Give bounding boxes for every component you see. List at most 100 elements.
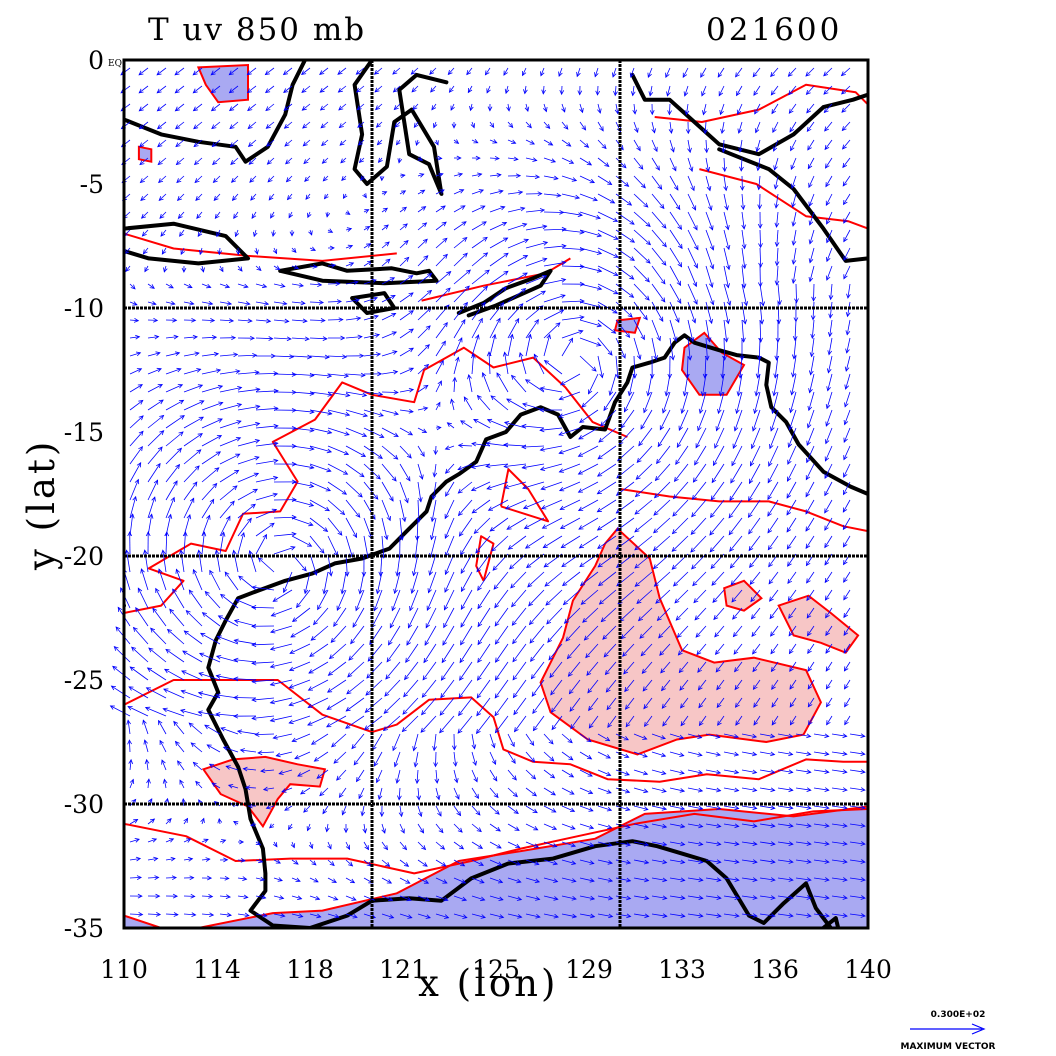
wind-vector-head: [386, 657, 392, 663]
wind-vector-head: [223, 857, 229, 863]
wind-vector-head: [220, 727, 226, 732]
wind-vector-head: [138, 415, 144, 421]
wind-vector-head: [492, 139, 498, 144]
wind-vector: [326, 697, 347, 710]
wind-vector: [266, 805, 275, 809]
wind-vector-head: [335, 281, 341, 287]
wind-vector-head: [237, 386, 243, 391]
wind-vector: [525, 733, 535, 746]
wind-vector: [551, 697, 563, 713]
wind-vector-head: [229, 500, 235, 506]
wind-vector-head: [444, 587, 449, 593]
wind-vector-head: [698, 720, 704, 727]
wind-vector: [494, 697, 509, 716]
wind-vector-head: [356, 776, 361, 783]
wind-vector: [165, 431, 184, 447]
wind-vector-head: [772, 391, 777, 397]
wind-vector: [786, 535, 797, 550]
wind-vector: [399, 463, 411, 482]
wind-vector: [633, 733, 647, 740]
wind-vector: [740, 157, 743, 171]
wind-vector-head: [640, 334, 645, 341]
wind-vector-head: [768, 579, 774, 585]
wind-vector: [255, 265, 262, 271]
wind-vector: [659, 409, 671, 430]
wind-vector: [129, 462, 142, 483]
wind-vector-head: [565, 636, 571, 642]
wind-vector: [139, 157, 149, 165]
wind-vector-head: [331, 878, 337, 883]
wind-vector: [579, 283, 602, 290]
wind-vector-head: [284, 141, 290, 147]
wind-vector: [399, 859, 409, 867]
wind-vector-head: [349, 878, 356, 884]
wind-vector-head: [233, 619, 240, 624]
wind-vector-head: [290, 843, 296, 849]
wind-vector-head: [307, 686, 314, 691]
wind-vector-head: [787, 71, 793, 77]
wind-vector-head: [404, 256, 410, 262]
wind-vector: [384, 679, 401, 697]
y-tick-label: -15: [64, 418, 104, 447]
wind-vector: [588, 697, 599, 711]
wind-vector: [165, 480, 178, 501]
wind-vector-head: [150, 627, 156, 633]
wind-vector-head: [243, 283, 249, 289]
wind-vector-head: [752, 877, 758, 882]
wind-vector-head: [729, 495, 735, 502]
wind-vector: [129, 496, 137, 519]
wind-vector-head: [737, 128, 743, 134]
wind-vector-head: [225, 765, 231, 770]
wind-vector: [511, 375, 527, 393]
wind-vector: [393, 85, 401, 93]
wind-vector: [471, 334, 479, 357]
wind-vector-head: [446, 271, 452, 276]
wind-vector-head: [607, 180, 613, 185]
wind-vector: [399, 913, 412, 919]
wind-vector-head: [404, 675, 409, 681]
wind-vector-head: [230, 160, 236, 166]
wind-vector-head: [725, 264, 731, 271]
wind-vector-head: [551, 808, 557, 813]
wind-vector: [444, 517, 455, 539]
wind-vector-head: [769, 733, 776, 739]
wind-vector: [753, 679, 761, 690]
wind-vector: [795, 877, 811, 881]
wind-vector: [309, 517, 328, 532]
y-tick-label: -25: [64, 666, 104, 695]
wind-vector-head: [806, 895, 812, 900]
wind-vector: [321, 139, 329, 146]
wind-vector-head: [272, 597, 278, 602]
wind-vector-head: [512, 657, 518, 663]
wind-vector-head: [653, 510, 659, 516]
wind-vector: [505, 85, 509, 94]
wind-vector-head: [189, 300, 195, 306]
wind-vector: [489, 318, 501, 339]
wind-vector-head: [326, 467, 332, 473]
wind-vector-head: [824, 595, 830, 601]
wind-vector-head: [469, 105, 474, 112]
wind-vector: [825, 445, 833, 462]
wind-vector-head: [522, 402, 528, 408]
wind-vector-head: [555, 322, 561, 328]
wind-vector-head: [239, 748, 245, 753]
wind-vector-head: [408, 408, 414, 414]
wind-vector: [377, 139, 383, 145]
wind-vector: [270, 625, 293, 633]
wind-vector-head: [553, 878, 559, 883]
wind-vector-head: [508, 123, 514, 129]
wind-vector: [543, 211, 564, 213]
wind-vector-head: [267, 177, 273, 183]
wind-vector-head: [239, 839, 245, 845]
wind-vector: [188, 722, 203, 735]
wind-vector-head: [359, 353, 365, 359]
wind-vector: [453, 302, 468, 321]
wind-vector: [381, 207, 388, 213]
wind-vector: [826, 247, 833, 262]
wind-vector-head: [739, 185, 745, 191]
wind-vector: [597, 337, 613, 356]
wind-vector: [723, 787, 739, 791]
wind-vector: [773, 373, 779, 396]
wind-vector-head: [351, 896, 357, 901]
wind-vector: [237, 913, 249, 916]
